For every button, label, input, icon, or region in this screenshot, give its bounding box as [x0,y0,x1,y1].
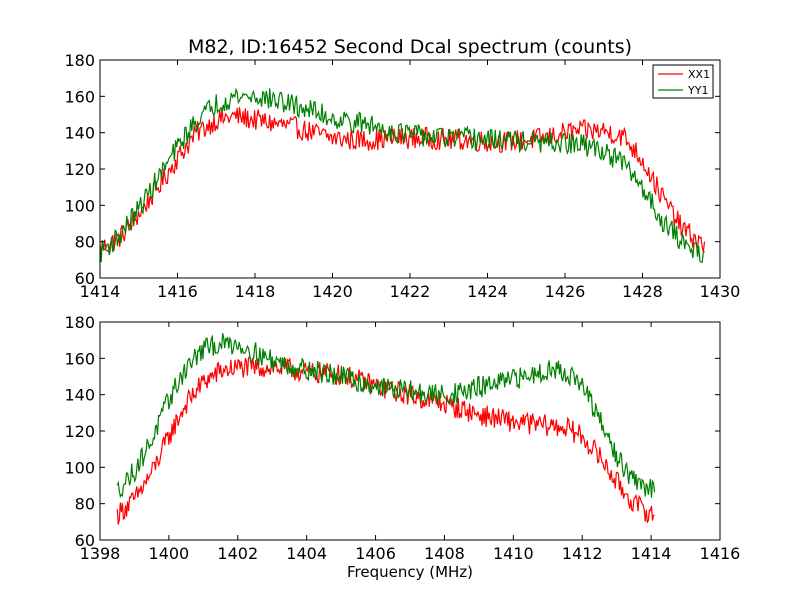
x-tick-label: 1426 [545,282,586,301]
y-tick-label: 140 [64,124,95,143]
x-tick-label: 1404 [286,544,327,563]
y-tick-label: 80 [75,495,95,514]
legend-label-xx1: XX1 [688,68,710,81]
series-line-xx1 [100,107,706,255]
series-line-yy1 [116,333,656,499]
chart-title: M82, ID:16452 Second Dcal spectrum (coun… [188,36,632,58]
y-tick-label: 100 [64,458,95,477]
x-tick-label: 1416 [700,544,741,563]
x-tick-label: 1430 [700,282,741,301]
x-tick-label: 1422 [390,282,431,301]
series-line-yy1 [100,87,705,263]
x-tick-label: 1416 [157,282,198,301]
legend-label-yy1: YY1 [687,84,708,97]
y-tick-label: 80 [75,233,95,252]
x-tick-label: 1402 [217,544,258,563]
y-tick-label: 120 [64,160,95,179]
x-tick-label: 1408 [424,544,465,563]
x-tick-label: 1418 [235,282,276,301]
legend-box [652,64,714,99]
series-line-xx1 [116,355,655,525]
y-tick-label: 180 [64,313,95,332]
y-tick-label: 160 [64,87,95,106]
x-tick-label: 1410 [493,544,534,563]
y-tick-label: 140 [64,386,95,405]
x-axis-label: Frequency (MHz) [347,563,473,581]
x-tick-label: 1414 [631,544,672,563]
x-tick-label: 1424 [467,282,508,301]
y-tick-label: 60 [75,269,95,288]
x-tick-label: 1414 [80,282,121,301]
x-tick-label: 1398 [80,544,121,563]
y-tick-label: 60 [75,531,95,550]
x-tick-label: 1406 [355,544,396,563]
y-tick-label: 180 [64,51,95,70]
top-spectrum-plot: 1414 1416 1418 1420 1422 1424 1426 1428 1430 60 80… [64,51,740,301]
y-tick-label: 120 [64,422,95,441]
x-tick-label: 1420 [312,282,353,301]
y-tick-label: 160 [64,349,95,368]
x-tick-label: 1400 [149,544,190,563]
y-tick-label: 100 [64,196,95,215]
bottom-spectrum-plot: 1398 1400 1402 1404 1406 1408 1410 1412 1414 1416… [64,313,740,581]
x-tick-label: 1412 [562,544,603,563]
x-tick-label: 1428 [622,282,663,301]
